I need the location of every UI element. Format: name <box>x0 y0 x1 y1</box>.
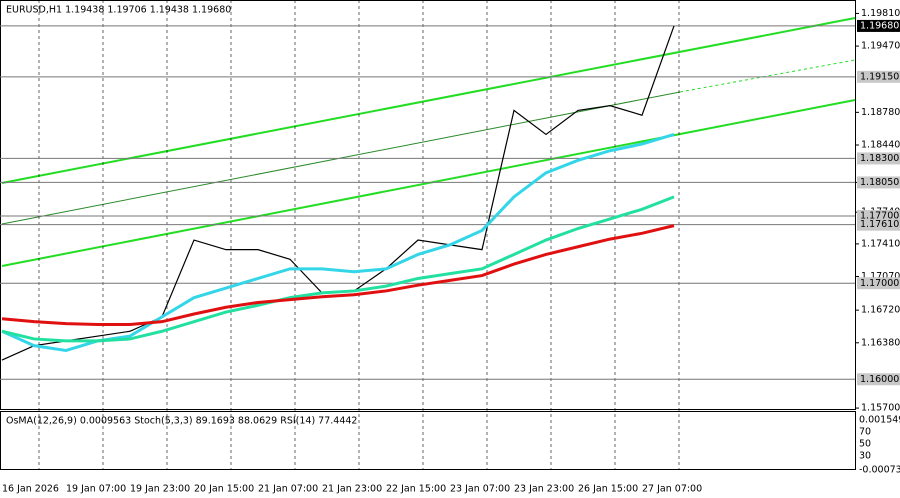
x-tick-label: 21 Jan 23:00 <box>322 484 382 495</box>
chart-title: EURUSD,H1 1.19438 1.19706 1.19438 1.1968… <box>6 5 231 16</box>
indicator-scale-label: 50 <box>859 439 871 450</box>
level-box <box>857 19 900 32</box>
level-label: 1.19680 <box>860 20 899 31</box>
y-tick-label: 1.18440 <box>861 139 900 150</box>
indicator-title: OsMA(12,26,9) 0.0009563 Stoch(5,3,3) 89.… <box>6 416 357 427</box>
level-label: 1.17000 <box>860 278 899 289</box>
y-tick-label: 1.15700 <box>861 403 900 414</box>
x-tick-label: 19 Jan 07:00 <box>66 484 126 495</box>
level-box <box>857 218 900 231</box>
y-tick-label: 1.17070 <box>861 271 900 282</box>
x-tick-label: 26 Jan 15:00 <box>578 484 638 495</box>
level-label: 1.17700 <box>860 211 899 222</box>
level-box <box>857 373 900 386</box>
indicator-scale-label: -0.0007339 <box>859 465 900 476</box>
indicator-frame <box>0 411 856 470</box>
y-tick-label: 1.19810 <box>861 8 900 19</box>
indicator-scale-label: 0.0015492 <box>859 415 900 426</box>
level-box <box>857 152 900 165</box>
x-tick-label: 23 Jan 07:00 <box>450 484 510 495</box>
level-label: 1.19150 <box>860 71 899 82</box>
channel-line <box>1 17 856 184</box>
x-tick-label: 19 Jan 23:00 <box>130 484 190 495</box>
level-label: 1.18300 <box>860 153 899 164</box>
indicator-scale-label: 70 <box>859 427 871 438</box>
level-label: 1.18050 <box>860 177 899 188</box>
level-label: 1.16000 <box>860 374 899 385</box>
indicator-scale-label: 30 <box>859 451 871 462</box>
x-tick-label: 20 Jan 15:00 <box>194 484 254 495</box>
y-tick-label: 1.16720 <box>861 305 900 316</box>
y-tick-label: 1.19470 <box>861 41 900 52</box>
level-label: 1.17610 <box>860 219 899 230</box>
y-tick-label: 1.16380 <box>861 337 900 348</box>
x-tick-label: 27 Jan 07:00 <box>642 484 702 495</box>
series-line <box>1 195 675 343</box>
level-box <box>857 176 900 189</box>
x-tick-label: 21 Jan 07:00 <box>258 484 318 495</box>
x-tick-label: 16 Jan 2026 <box>2 484 59 495</box>
x-tick-label: 23 Jan 23:00 <box>514 484 574 495</box>
x-tick-label: 22 Jan 15:00 <box>386 484 446 495</box>
level-box <box>857 70 900 83</box>
y-tick-label: 1.17410 <box>861 238 900 249</box>
channel-line <box>1 99 856 267</box>
level-box <box>857 277 900 290</box>
y-tick-label: 1.18780 <box>861 107 900 118</box>
series-line <box>1 224 675 327</box>
main-frame <box>0 0 856 410</box>
